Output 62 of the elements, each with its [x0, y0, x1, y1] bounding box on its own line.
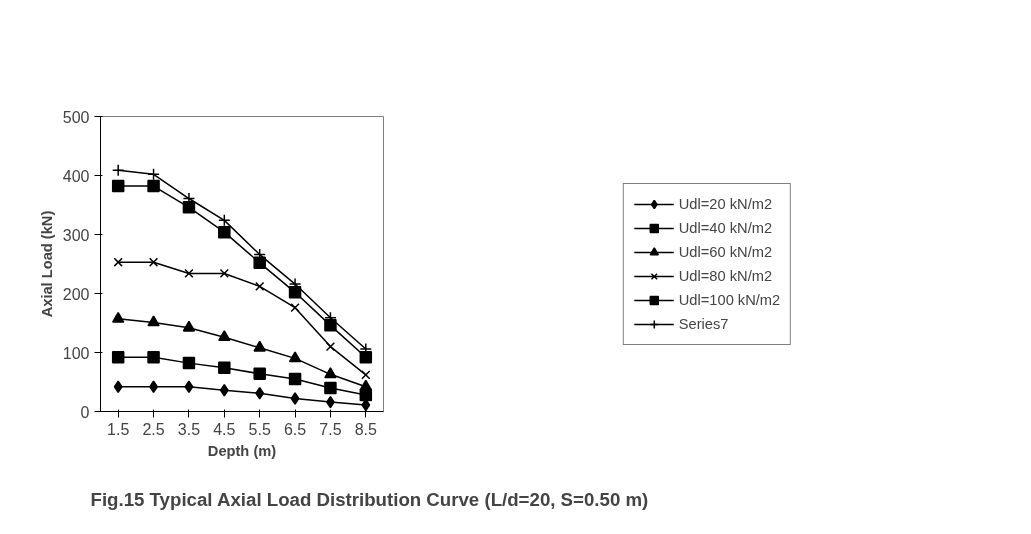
point — [111, 163, 125, 177]
point — [111, 179, 125, 193]
x-tick-label: 4.5 — [213, 420, 236, 438]
point — [113, 257, 123, 267]
point — [324, 319, 337, 332]
point — [182, 201, 196, 214]
point — [148, 257, 159, 267]
y-tick-label: 300 — [62, 226, 90, 244]
y-tick-label: 100 — [62, 344, 90, 362]
point — [359, 379, 373, 391]
x-tick-label: 1.5 — [107, 420, 130, 438]
y-axis-title: Axial Load (kN) — [38, 210, 55, 318]
y-tick-label: 200 — [62, 285, 90, 303]
point — [182, 320, 196, 332]
point — [218, 225, 231, 239]
point — [147, 179, 160, 193]
point — [218, 361, 231, 375]
point — [147, 168, 160, 181]
point — [290, 303, 300, 313]
point — [288, 351, 302, 363]
y-tick-label: 400 — [62, 167, 90, 185]
point — [111, 311, 125, 323]
point — [218, 330, 231, 342]
x-tick-label: 6.5 — [283, 420, 307, 438]
point — [219, 384, 229, 397]
legend-label: Udl=20 kN/m2 — [678, 195, 773, 212]
point — [111, 350, 125, 364]
point — [219, 268, 229, 279]
legend-label: Udl=60 kN/m2 — [678, 243, 773, 260]
legend-label: Series7 — [678, 315, 729, 332]
point — [182, 356, 196, 370]
point — [184, 380, 194, 393]
x-tick-label: 2.5 — [142, 420, 165, 438]
point — [255, 386, 265, 400]
y-tick-label: 500 — [62, 108, 90, 126]
point — [218, 214, 231, 227]
point — [288, 286, 302, 299]
point — [288, 372, 302, 386]
point — [147, 350, 160, 364]
point — [113, 380, 123, 393]
legend-label: Udl=80 kN/m2 — [678, 267, 773, 284]
x-tick-label: 7.5 — [319, 420, 342, 438]
point — [253, 256, 266, 270]
point — [290, 392, 300, 405]
legend-label: Udl=40 kN/m2 — [678, 219, 773, 236]
point — [253, 367, 266, 380]
point — [359, 350, 373, 364]
x-tick-label: 5.5 — [248, 420, 271, 438]
text: Fig.15 Typical Axial Load Distribution Curve (L/d=20, S=0.50 m) — [90, 488, 649, 510]
x-axis-title: Depth (m) — [207, 442, 277, 459]
point — [325, 341, 336, 352]
point — [255, 281, 265, 292]
point — [184, 268, 194, 279]
legend-label: Udl=100 kN/m2 — [678, 291, 781, 308]
y-tick-label: 0 — [80, 403, 90, 421]
point — [253, 340, 266, 352]
x-tick-label: 8.5 — [354, 420, 378, 438]
point — [361, 370, 371, 380]
point — [324, 367, 337, 379]
x-tick-label: 3.5 — [177, 420, 201, 438]
point — [324, 381, 337, 395]
point — [147, 315, 160, 327]
